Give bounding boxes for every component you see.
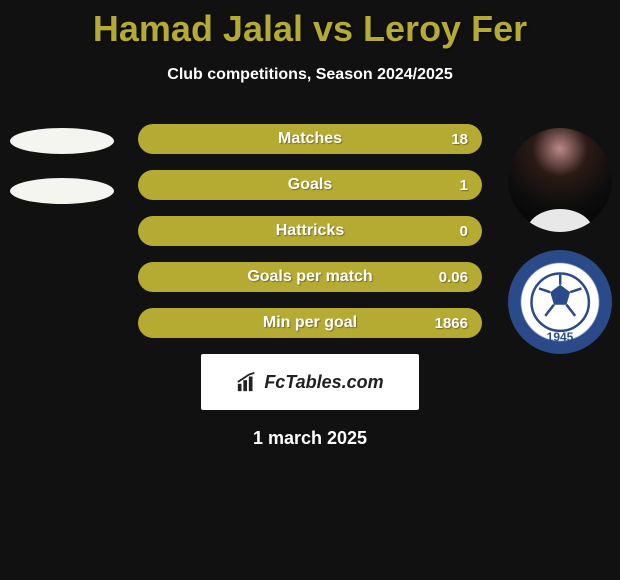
left-player-placeholder <box>10 128 114 154</box>
stat-label: Goals per match <box>152 268 412 286</box>
stat-value-right: 0.06 <box>412 269 468 286</box>
stat-value-right: 1 <box>412 177 468 194</box>
page-subtitle: Club competitions, Season 2024/2025 <box>0 66 620 84</box>
right-club-logo: 1945 <box>508 250 612 354</box>
stats-bars: Matches 18 Goals 1 Hattricks 0 Goals per… <box>138 124 482 338</box>
stat-value-right: 18 <box>412 131 468 148</box>
stat-label: Hattricks <box>152 222 412 240</box>
bar-chart-icon <box>236 371 258 393</box>
page-title: Hamad Jalal vs Leroy Fer <box>0 0 620 50</box>
left-club-placeholder <box>10 178 114 204</box>
stat-row-hattricks: Hattricks 0 <box>138 216 482 246</box>
stat-value-right: 1866 <box>412 315 468 332</box>
club-year: 1945 <box>547 330 574 344</box>
brand-watermark: FcTables.com <box>201 354 419 410</box>
report-date: 1 march 2025 <box>0 428 620 449</box>
stat-row-goals: Goals 1 <box>138 170 482 200</box>
stat-row-min-per-goal: Min per goal 1866 <box>138 308 482 338</box>
stat-value-right: 0 <box>412 223 468 240</box>
stat-row-matches: Matches 18 <box>138 124 482 154</box>
stat-label: Min per goal <box>152 314 412 332</box>
soccer-ball-icon <box>529 271 591 333</box>
comparison-content: 1945 Matches 18 Goals 1 Hattricks 0 Goal… <box>0 124 620 338</box>
right-player-avatar <box>508 128 612 232</box>
right-player-column: 1945 <box>500 128 620 354</box>
brand-text: FcTables.com <box>264 372 383 393</box>
stat-row-goals-per-match: Goals per match 0.06 <box>138 262 482 292</box>
stat-label: Matches <box>152 130 412 148</box>
stat-label: Goals <box>152 176 412 194</box>
left-player-column <box>8 128 116 204</box>
